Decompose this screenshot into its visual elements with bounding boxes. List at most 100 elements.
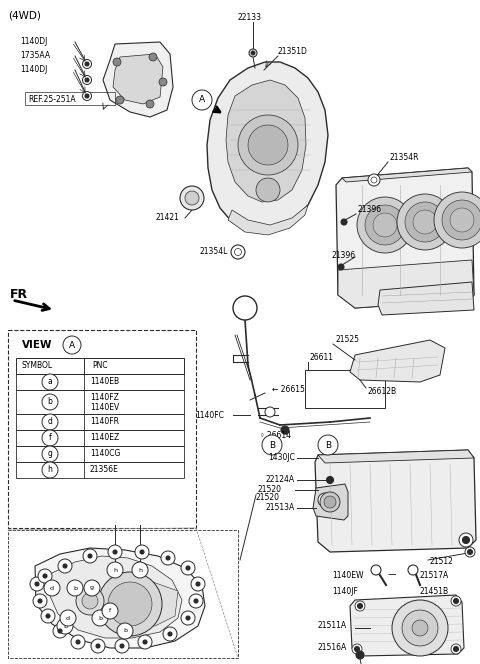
Text: d: d [66,616,70,620]
Circle shape [251,51,255,55]
Polygon shape [378,282,474,315]
Circle shape [392,600,448,656]
Text: a: a [120,643,124,649]
Circle shape [38,599,42,603]
Text: a: a [166,556,170,560]
Circle shape [83,549,97,563]
Circle shape [185,191,199,205]
Circle shape [368,174,380,186]
Circle shape [341,219,347,225]
Polygon shape [113,54,163,104]
Circle shape [63,564,67,568]
Text: 1140DJ: 1140DJ [20,37,48,46]
Circle shape [281,426,289,434]
Circle shape [42,394,58,410]
Bar [16,374,184,390]
Circle shape [38,569,52,583]
Polygon shape [350,340,445,382]
Circle shape [85,78,89,82]
Text: A: A [199,96,205,104]
Text: (4WD): (4WD) [8,10,41,20]
Circle shape [63,336,81,354]
Circle shape [91,639,105,653]
Text: b: b [63,623,67,629]
Circle shape [163,627,177,641]
Polygon shape [35,548,205,648]
Circle shape [181,611,195,625]
Text: h: h [48,465,52,475]
Circle shape [120,644,124,648]
Text: 1140FZ: 1140FZ [90,394,119,402]
Polygon shape [228,205,308,235]
Circle shape [373,213,397,237]
Circle shape [181,561,195,575]
Text: 1140DJ: 1140DJ [20,66,48,74]
Polygon shape [313,484,348,520]
Bar [305,370,385,408]
Circle shape [107,562,123,578]
Circle shape [116,96,124,104]
Circle shape [358,604,362,608]
Text: ← 26615: ← 26615 [272,386,305,394]
Circle shape [60,610,76,626]
Text: g: g [48,450,52,459]
Circle shape [355,601,365,611]
Text: 21513A: 21513A [266,503,295,513]
Circle shape [58,559,72,573]
Circle shape [320,492,340,512]
Circle shape [450,208,474,232]
Circle shape [46,614,50,618]
Circle shape [143,640,147,644]
Circle shape [191,577,205,591]
Text: a: a [96,643,100,649]
Circle shape [463,537,469,544]
Text: a: a [168,631,172,637]
Text: 1140JF: 1140JF [332,588,358,596]
Circle shape [352,644,362,654]
Circle shape [194,599,198,603]
Text: SYMBOL: SYMBOL [21,361,52,371]
Text: FR: FR [10,288,28,301]
Text: h: h [113,568,117,572]
Text: f: f [109,608,111,614]
Circle shape [98,572,162,636]
Circle shape [41,609,55,623]
Polygon shape [103,42,173,117]
Text: a: a [196,582,200,586]
Circle shape [96,644,100,648]
Polygon shape [318,450,474,463]
Circle shape [146,100,154,108]
Circle shape [465,547,475,557]
Circle shape [459,533,473,547]
Bar [8,330,196,528]
Bar [16,358,184,374]
Polygon shape [138,581,178,626]
Circle shape [85,94,89,98]
Text: g: g [90,586,94,590]
Circle shape [132,562,148,578]
Circle shape [138,635,152,649]
Circle shape [413,210,437,234]
Circle shape [42,374,58,390]
Circle shape [85,62,89,66]
Circle shape [117,623,133,639]
Circle shape [115,639,129,653]
Polygon shape [342,168,472,182]
Circle shape [33,594,47,608]
Circle shape [451,644,461,654]
Text: b: b [98,616,102,620]
Text: a: a [58,629,62,633]
Circle shape [355,647,360,651]
Circle shape [113,550,117,554]
Text: 21356E: 21356E [90,465,119,475]
Circle shape [42,446,58,462]
Circle shape [192,90,212,110]
Text: PNC: PNC [92,361,108,371]
Text: a: a [140,550,144,554]
Circle shape [357,197,413,253]
Circle shape [233,296,257,320]
Text: a: a [63,564,67,568]
Circle shape [248,125,288,165]
Circle shape [92,610,108,626]
Text: REF.25-251A: REF.25-251A [28,96,76,104]
